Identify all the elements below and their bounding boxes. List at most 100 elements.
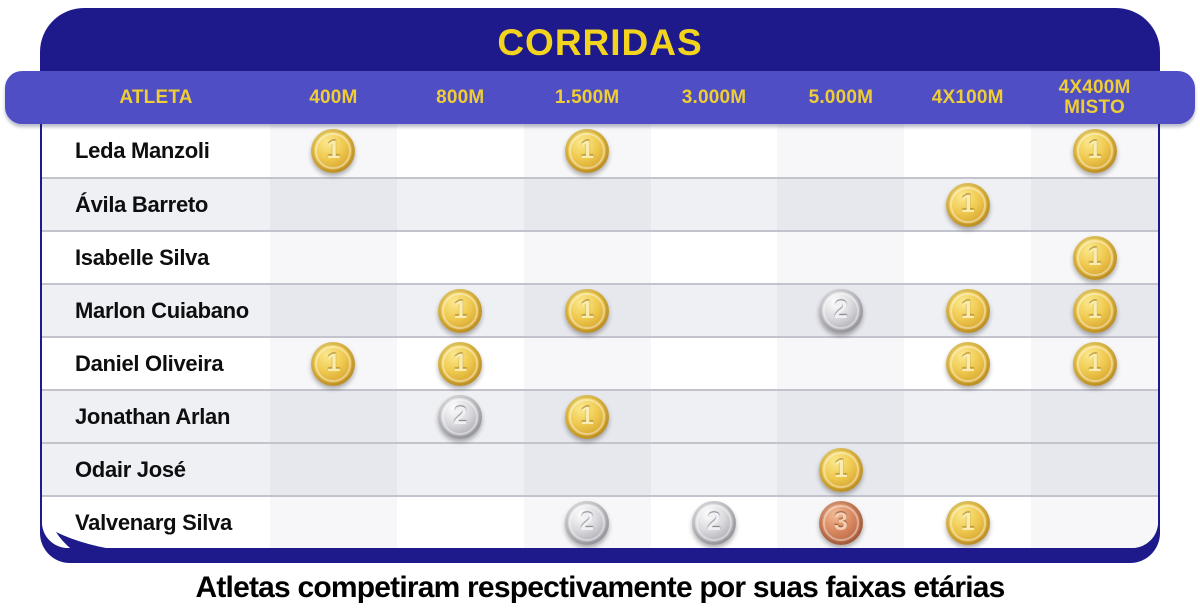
athlete-name: Marlon Cuiabano [75,297,249,323]
result-cell [270,232,397,283]
result-cell: 1 [904,338,1031,389]
result-cell [904,232,1031,283]
result-cell [1031,497,1158,548]
table-header-row: ATLETA 400M 800M 1.500M 3.000M 5.000M 4X100M 4X… [42,71,1158,124]
athlete-name: Odair José [75,456,186,482]
result-cell: 2 [651,497,778,548]
result-cell: 1 [904,497,1031,548]
result-cell [270,285,397,336]
result-cell [397,497,524,548]
result-cell: 2 [523,497,651,548]
result-cell [777,232,905,283]
athlete-name: Ávila Barreto [75,191,209,217]
result-cell: 1 [397,285,524,336]
column-header-1-500m: 1.500M [554,86,620,108]
result-cell: 1 [1031,285,1158,336]
result-cell [397,232,524,283]
result-cell: 1 [1031,124,1158,177]
result-cell [651,338,778,389]
column-header-atleta: ATLETA [119,86,193,108]
athlete-name: Jonathan Arlan [75,403,231,429]
result-cell [904,444,1031,495]
gold-medal-icon: 1 [311,128,356,173]
table-row: Valvenarg Silva 2 2 3 1 [42,495,1158,548]
table-row: Jonathan Arlan 2 1 [42,389,1158,442]
table-row: Daniel Oliveira 1 1 1 1 [42,336,1158,389]
athlete-name: Isabelle Silva [75,244,209,270]
result-cell: 1 [523,285,651,336]
gold-medal-icon: 1 [818,447,863,492]
result-cell [651,124,778,177]
result-cell: 1 [904,179,1031,230]
result-cell: 1 [397,338,524,389]
result-cell [1031,391,1158,442]
result-cell: 1 [1031,338,1158,389]
gold-medal-icon: 1 [311,341,356,386]
result-cell [523,338,651,389]
result-cell [523,179,651,230]
result-cell: 1 [904,285,1031,336]
athlete-name: Valvenarg Silva [75,509,232,535]
gold-medal-icon: 1 [438,341,483,386]
gold-medal-icon: 1 [1072,341,1117,386]
table-header-bar: ATLETA 400M 800M 1.500M 3.000M 5.000M 4X100M 4X… [5,71,1195,124]
result-cell: 1 [270,338,397,389]
result-cell [651,444,778,495]
silver-medal-icon: 2 [691,500,736,545]
bronze-medal-icon: 3 [818,500,863,545]
result-cell [777,124,905,177]
result-cell [397,444,524,495]
table-row: Ávila Barreto 1 [42,177,1158,230]
gold-medal-icon: 1 [565,288,610,333]
column-header-5-000m: 5.000M [808,86,874,108]
silver-medal-icon: 2 [438,394,483,439]
result-cell [651,391,778,442]
table-row: Marlon Cuiabano 1 1 2 1 1 [42,283,1158,336]
result-cell: 1 [523,391,651,442]
gold-medal-icon: 1 [565,394,610,439]
gold-medal-icon: 1 [1072,235,1117,280]
result-cell: 2 [397,391,524,442]
table-row: Odair José 1 [42,442,1158,495]
silver-medal-icon: 2 [565,500,610,545]
gold-medal-icon: 1 [1072,128,1117,173]
result-cell [1031,444,1158,495]
athlete-name: Daniel Oliveira [75,350,224,376]
gold-medal-icon: 1 [945,288,990,333]
table-row: Isabelle Silva 1 [42,230,1158,283]
gold-medal-icon: 1 [565,128,610,173]
results-table: Leda Manzoli 1 1 1 Ávila Barreto 1 Isabelle Si… [42,124,1158,548]
result-cell [270,391,397,442]
result-cell [777,179,905,230]
result-cell [777,338,905,389]
athlete-name: Leda Manzoli [75,137,210,163]
result-cell: 1 [270,124,397,177]
result-cell [651,232,778,283]
column-header-400m: 400M [309,86,358,108]
swoosh-decoration [56,532,188,563]
result-cell: 1 [1031,232,1158,283]
table-row: Leda Manzoli 1 1 1 [42,124,1158,177]
gold-medal-icon: 1 [1072,288,1117,333]
result-cell [651,179,778,230]
result-cell [1031,179,1158,230]
column-header-4x100m: 4X100M [931,86,1004,108]
result-cell: 1 [777,444,905,495]
gold-medal-icon: 1 [438,288,483,333]
page-title: CORRIDAS [497,22,703,63]
result-cell [270,179,397,230]
silver-medal-icon: 2 [818,288,863,333]
result-cell [651,285,778,336]
result-cell [270,444,397,495]
result-cell: 1 [523,124,651,177]
gold-medal-icon: 1 [945,341,990,386]
gold-medal-icon: 1 [945,182,990,227]
result-cell [397,179,524,230]
result-cell [523,232,651,283]
result-cell [397,124,524,177]
result-cell [777,391,905,442]
result-cell: 3 [777,497,905,548]
column-header-3-000m: 3.000M [681,86,747,108]
footer-caption: Atletas competiram respectivamente por s… [195,571,1006,604]
